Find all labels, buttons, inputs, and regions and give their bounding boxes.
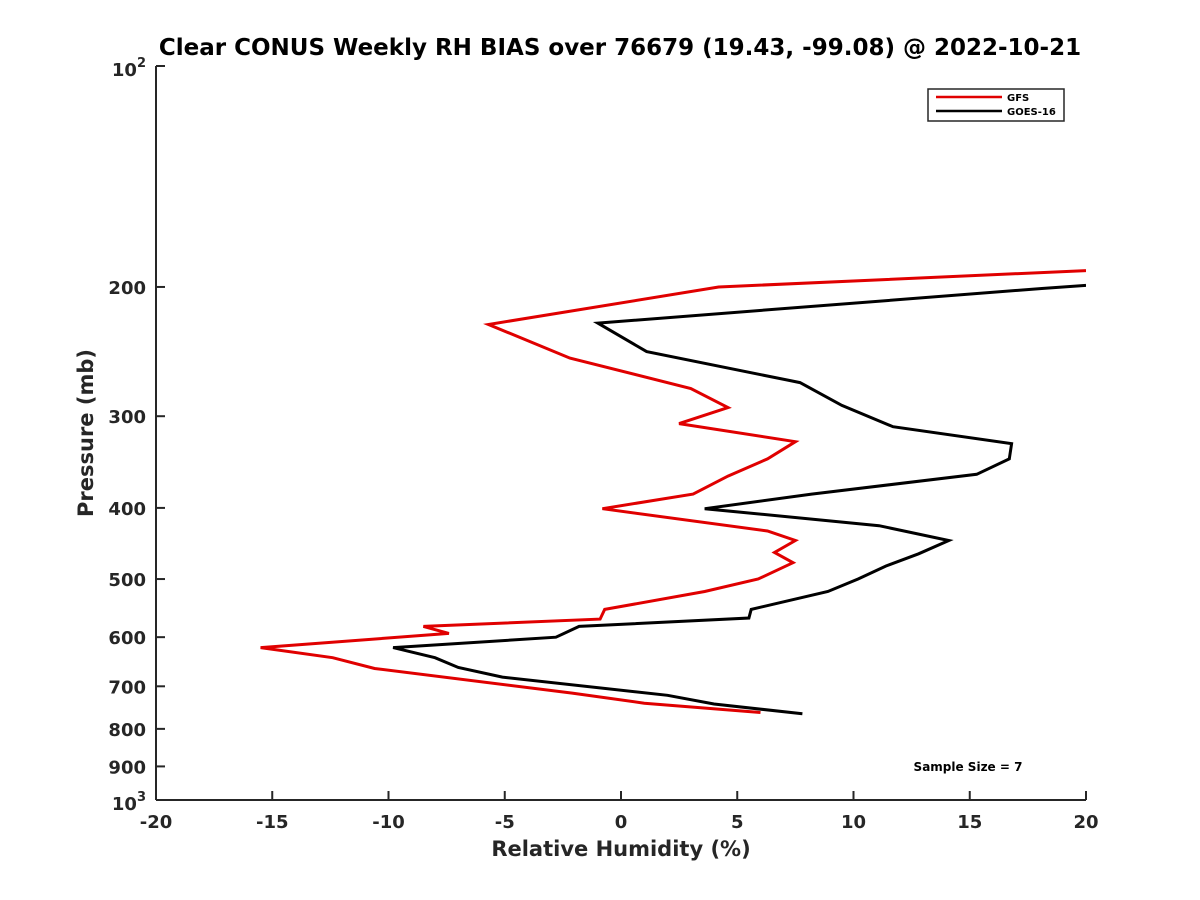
y-tick-label: 103 xyxy=(112,790,146,815)
legend: GFS GOES-16 xyxy=(927,88,1065,122)
series-line-goes-16 xyxy=(392,283,1086,716)
x-tick-label: 5 xyxy=(731,812,744,833)
y-tick-label: 700 xyxy=(108,677,146,698)
y-tick-label: 200 xyxy=(108,278,146,299)
sample-size-annotation: Sample Size = 7 xyxy=(914,760,1023,774)
chart-title: Clear CONUS Weekly RH BIAS over 76679 (1… xyxy=(159,35,1081,61)
x-tick-label: -10 xyxy=(372,812,405,833)
x-tick-label: 15 xyxy=(957,812,982,833)
legend-label-goes16: GOES-16 xyxy=(1007,107,1056,118)
y-axis-label: Pressure (mb) xyxy=(74,349,98,517)
x-tick-label: -5 xyxy=(495,812,515,833)
x-tick-label: -20 xyxy=(140,812,173,833)
y-tick-label: 102 xyxy=(112,56,146,81)
x-axis-label: Relative Humidity (%) xyxy=(491,837,750,861)
y-tick-label: 300 xyxy=(108,407,146,428)
x-tick-label: 0 xyxy=(615,812,628,833)
plot-area xyxy=(260,269,1086,716)
x-tick-label: 10 xyxy=(841,812,866,833)
series-line-gfs xyxy=(260,269,1086,714)
x-axis-ticks: -20 -15 -10 -5 0 5 10 15 20 xyxy=(140,791,1099,833)
y-tick-label: 600 xyxy=(108,628,146,649)
y-tick-label: 900 xyxy=(108,757,146,778)
x-tick-label: 20 xyxy=(1073,812,1098,833)
y-tick-label: 500 xyxy=(108,570,146,591)
x-tick-label: -15 xyxy=(256,812,289,833)
legend-label-gfs: GFS xyxy=(1007,93,1029,104)
legend-box xyxy=(927,88,1065,122)
y-tick-label: 800 xyxy=(108,720,146,741)
y-axis-ticks: 102 200 300 400 500 600 700 800 900 103 xyxy=(108,56,165,815)
y-tick-label: 400 xyxy=(108,499,146,520)
